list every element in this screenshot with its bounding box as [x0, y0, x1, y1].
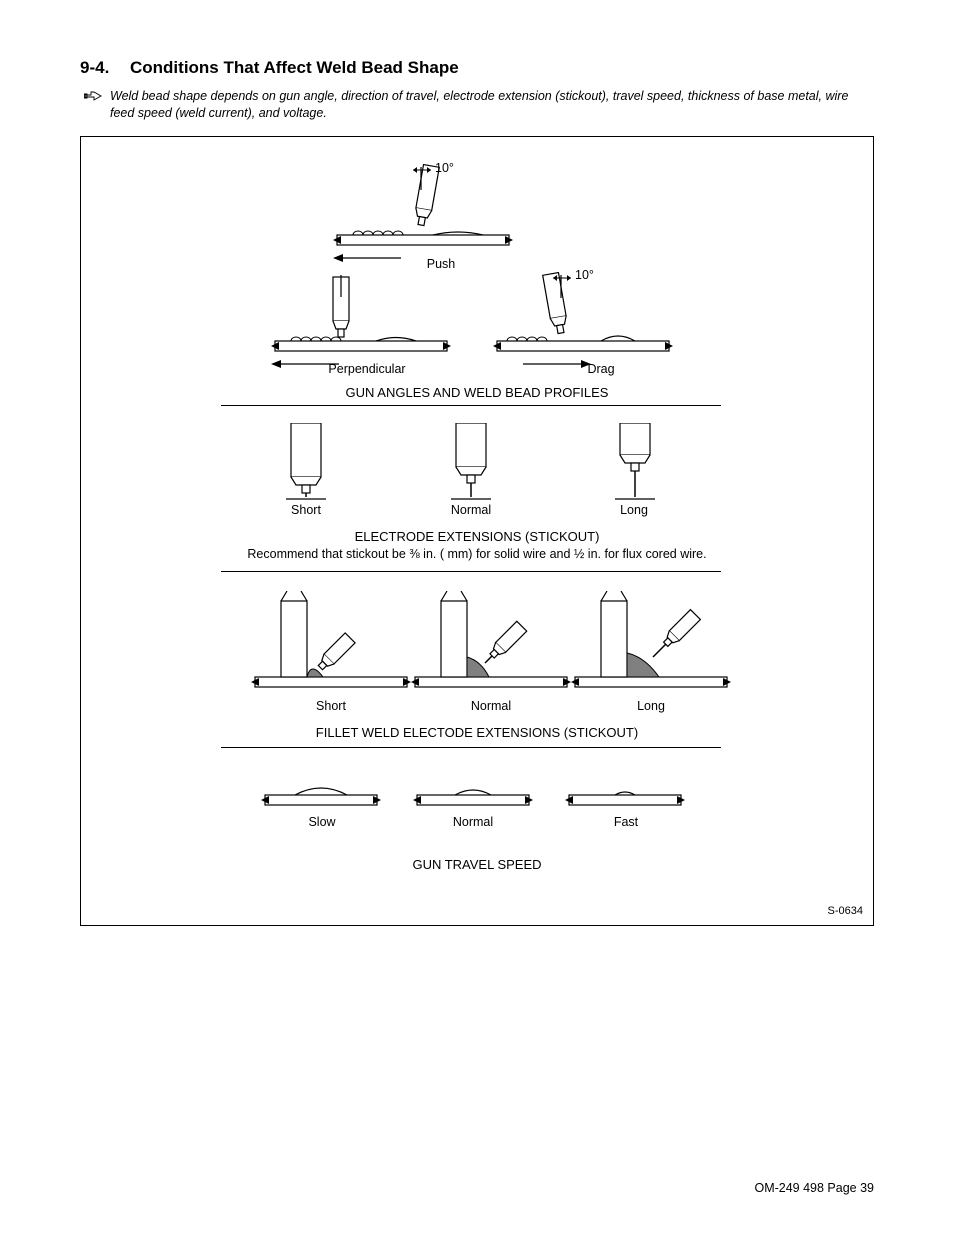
separator-3	[221, 747, 721, 748]
note-row: Weld bead shape depends on gun angle, di…	[80, 88, 874, 122]
travel-fast-diagram	[565, 783, 685, 813]
stickout-short-label: Short	[281, 503, 331, 517]
drag-label: Drag	[571, 362, 631, 376]
fillet-long-diagram	[571, 591, 731, 701]
figure-ref: S-0634	[828, 905, 863, 917]
stickout-short-diagram	[276, 423, 336, 501]
fillet-short-label: Short	[306, 699, 356, 713]
push-angle-label: 10°	[435, 161, 454, 175]
note-text: Weld bead shape depends on gun angle, di…	[110, 88, 874, 122]
push-plate-diagram	[333, 227, 513, 253]
separator-2	[221, 571, 721, 572]
separator-1	[221, 405, 721, 406]
travel-slow-label: Slow	[297, 815, 347, 829]
travel-caption: GUN TRAVEL SPEED	[81, 857, 873, 872]
fillet-short-diagram	[251, 591, 411, 701]
section-heading: 9-4.Conditions That Affect Weld Bead Sha…	[80, 58, 874, 78]
travel-normal-label: Normal	[443, 815, 503, 829]
fillet-caption: FILLET WELD ELECTODE EXTENSIONS (STICKOU…	[81, 725, 873, 740]
stickout-caption: ELECTRODE EXTENSIONS (STICKOUT)	[81, 529, 873, 544]
gun-angles-caption: GUN ANGLES AND WELD BEAD PROFILES	[81, 385, 873, 400]
travel-slow-diagram	[261, 783, 381, 813]
diagram-frame: 10° Push	[80, 136, 874, 926]
section-title: Conditions That Affect Weld Bead Shape	[130, 58, 459, 77]
drag-plate-diagram	[493, 333, 673, 359]
stickout-normal-diagram	[441, 423, 501, 501]
page-footer: OM-249 498 Page 39	[754, 1181, 874, 1195]
travel-fast-label: Fast	[601, 815, 651, 829]
fillet-normal-label: Normal	[461, 699, 521, 713]
fillet-long-label: Long	[626, 699, 676, 713]
perp-label: Perpendicular	[307, 362, 427, 376]
fillet-normal-diagram	[411, 591, 571, 701]
drag-angle-label: 10°	[575, 268, 594, 282]
travel-normal-diagram	[413, 783, 533, 813]
push-arrow-icon	[333, 253, 403, 263]
stickout-recommend: Recommend that stickout be ⅜ in. ( mm) f…	[81, 547, 873, 561]
stickout-normal-label: Normal	[441, 503, 501, 517]
stickout-long-label: Long	[609, 503, 659, 517]
push-label: Push	[411, 257, 471, 271]
stickout-long-diagram	[605, 423, 665, 501]
section-number: 9-4.	[80, 58, 130, 78]
perp-plate-diagram	[271, 333, 451, 359]
pointing-hand-icon	[84, 89, 102, 103]
